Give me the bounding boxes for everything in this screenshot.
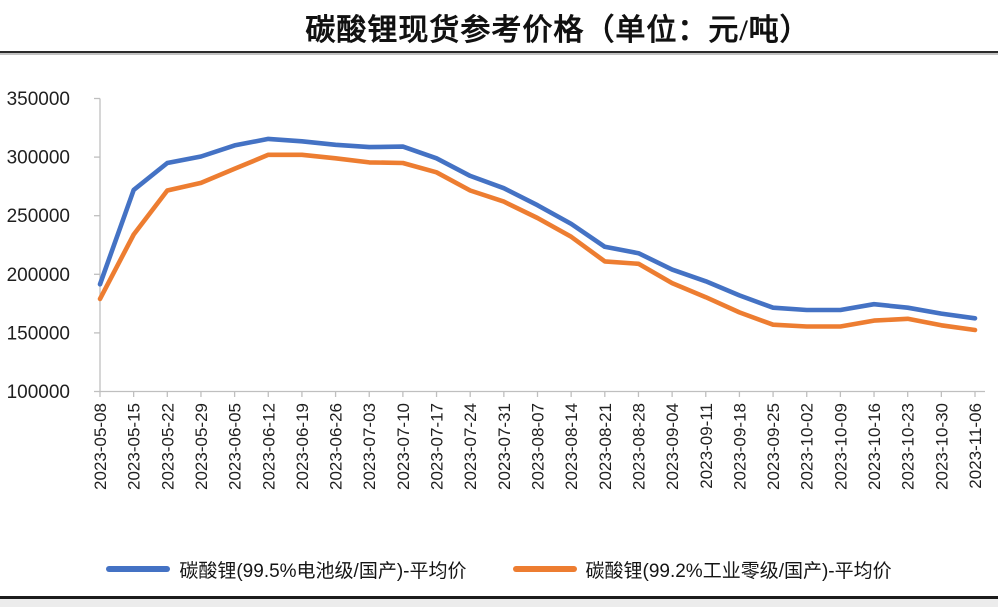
- x-tick-label: 2023-08-21: [596, 403, 615, 490]
- y-tick-label: 300000: [7, 148, 70, 169]
- x-tick-label: 2023-05-08: [91, 403, 110, 490]
- x-tick-label: 2023-08-14: [562, 403, 581, 490]
- x-tick-label: 2023-07-17: [428, 403, 447, 490]
- y-tick-label: 250000: [7, 206, 70, 227]
- y-tick-label: 200000: [7, 265, 70, 286]
- y-tick-label: 350000: [7, 89, 70, 110]
- series-line-0: [97, 136, 978, 321]
- legend-item-battery-grade: 碳酸锂(99.5%电池级/国产)-平均价: [106, 556, 467, 583]
- legend-label-battery-grade: 碳酸锂(99.5%电池级/国产)-平均价: [179, 560, 467, 582]
- x-tick-label: 2023-05-22: [158, 403, 177, 490]
- y-tick-label: 100000: [7, 382, 70, 403]
- chart-title: 碳酸锂现货参考价格（单位：元/吨）: [305, 14, 811, 47]
- legend-swatch-orange-line-icon: [512, 566, 577, 572]
- chart-legend: 碳酸锂(99.5%电池级/国产)-平均价 碳酸锂(99.2%工业零级/国产)-平…: [0, 552, 998, 586]
- x-tick-label: 2023-10-09: [831, 403, 850, 490]
- x-tick-label: 2023-07-10: [394, 403, 413, 490]
- x-tick-label: 2023-06-19: [293, 403, 312, 490]
- x-tick-label: 2023-10-02: [798, 403, 817, 490]
- x-tick-label: 2023-10-23: [899, 403, 918, 490]
- x-tick-label: 2023-05-29: [192, 403, 211, 490]
- series-line-1: [97, 152, 978, 333]
- top-divider-rule: [0, 51, 998, 53]
- legend-swatch-blue-line-icon: [106, 566, 171, 572]
- x-tick-label: 2023-11-06: [966, 403, 985, 489]
- x-tick-label: 2023-08-07: [529, 403, 548, 490]
- x-tick-label: 2023-08-28: [629, 403, 648, 490]
- footer-strip: [0, 599, 998, 607]
- x-tick-label: 2023-10-30: [932, 403, 951, 490]
- x-tick-label: 2023-09-18: [730, 403, 749, 490]
- x-tick-label: 2023-09-04: [663, 403, 682, 490]
- legend-item-industrial-grade: 碳酸锂(99.2%工业零级/国产)-平均价: [512, 556, 892, 583]
- legend-label-industrial-grade: 碳酸锂(99.2%工业零级/国产)-平均价: [585, 560, 892, 582]
- x-tick-label: 2023-07-24: [461, 403, 480, 490]
- bottom-divider-rule: [0, 596, 998, 599]
- x-tick-label: 2023-09-25: [764, 403, 783, 490]
- x-tick-label: 2023-09-11: [697, 403, 716, 489]
- x-tick-label: 2023-06-26: [327, 403, 346, 490]
- x-tick-label: 2023-06-12: [259, 403, 278, 490]
- x-tick-label: 2023-06-05: [226, 403, 245, 490]
- x-tick-label: 2023-05-15: [125, 403, 144, 490]
- x-tick-label: 2023-07-03: [360, 403, 379, 490]
- y-tick-label: 150000: [7, 323, 70, 344]
- x-tick-label: 2023-07-31: [495, 403, 514, 490]
- x-tick-label: 2023-10-16: [865, 403, 884, 490]
